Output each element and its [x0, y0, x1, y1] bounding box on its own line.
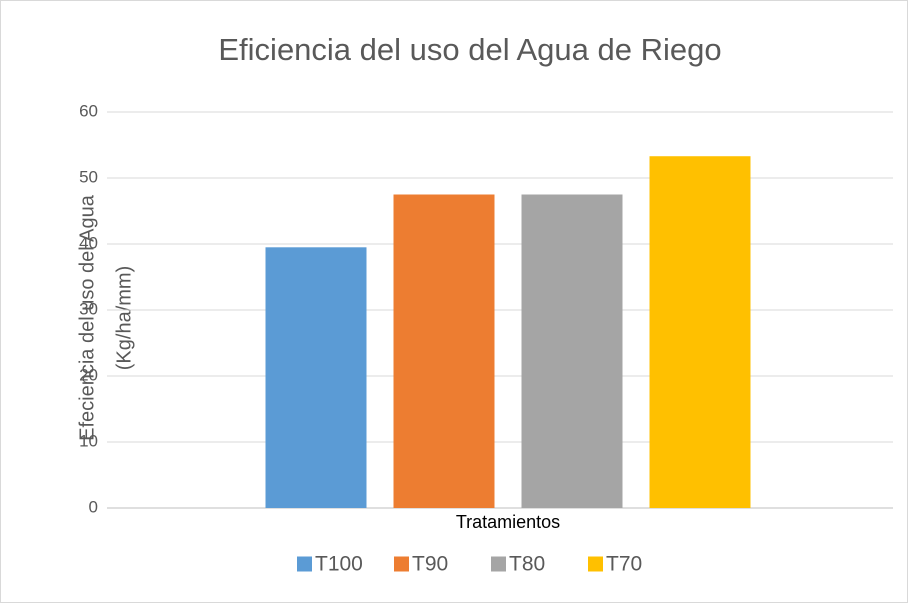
- legend-label: T100: [315, 553, 363, 576]
- y-tick-label: 40: [79, 233, 98, 252]
- legend-swatch: [588, 556, 603, 572]
- legend-label: T90: [412, 553, 448, 576]
- y-axis-title: (Kg/ha/mm): [113, 266, 135, 370]
- legend-swatch: [394, 556, 409, 572]
- legend-label: T70: [606, 553, 642, 576]
- y-tick-label: 10: [79, 431, 98, 450]
- legend-label: T80: [509, 553, 545, 576]
- bar: [393, 194, 495, 508]
- chart-title: Eficiencia del uso del Agua de Riego: [218, 32, 721, 67]
- x-tick-label: Tratamientos: [456, 512, 560, 532]
- bar: [649, 156, 751, 508]
- legend-swatch: [491, 556, 506, 572]
- y-tick-label: 60: [79, 101, 98, 120]
- bar: [521, 194, 623, 508]
- y-tick-label: 30: [79, 299, 98, 318]
- legend-swatch: [297, 556, 312, 572]
- y-tick-label: 50: [79, 167, 98, 186]
- y-tick-label: 20: [79, 365, 98, 384]
- y-axis-title: Efeciencia del uso del Agua: [76, 194, 98, 441]
- y-tick-label: 0: [89, 497, 98, 516]
- bar: [265, 247, 367, 509]
